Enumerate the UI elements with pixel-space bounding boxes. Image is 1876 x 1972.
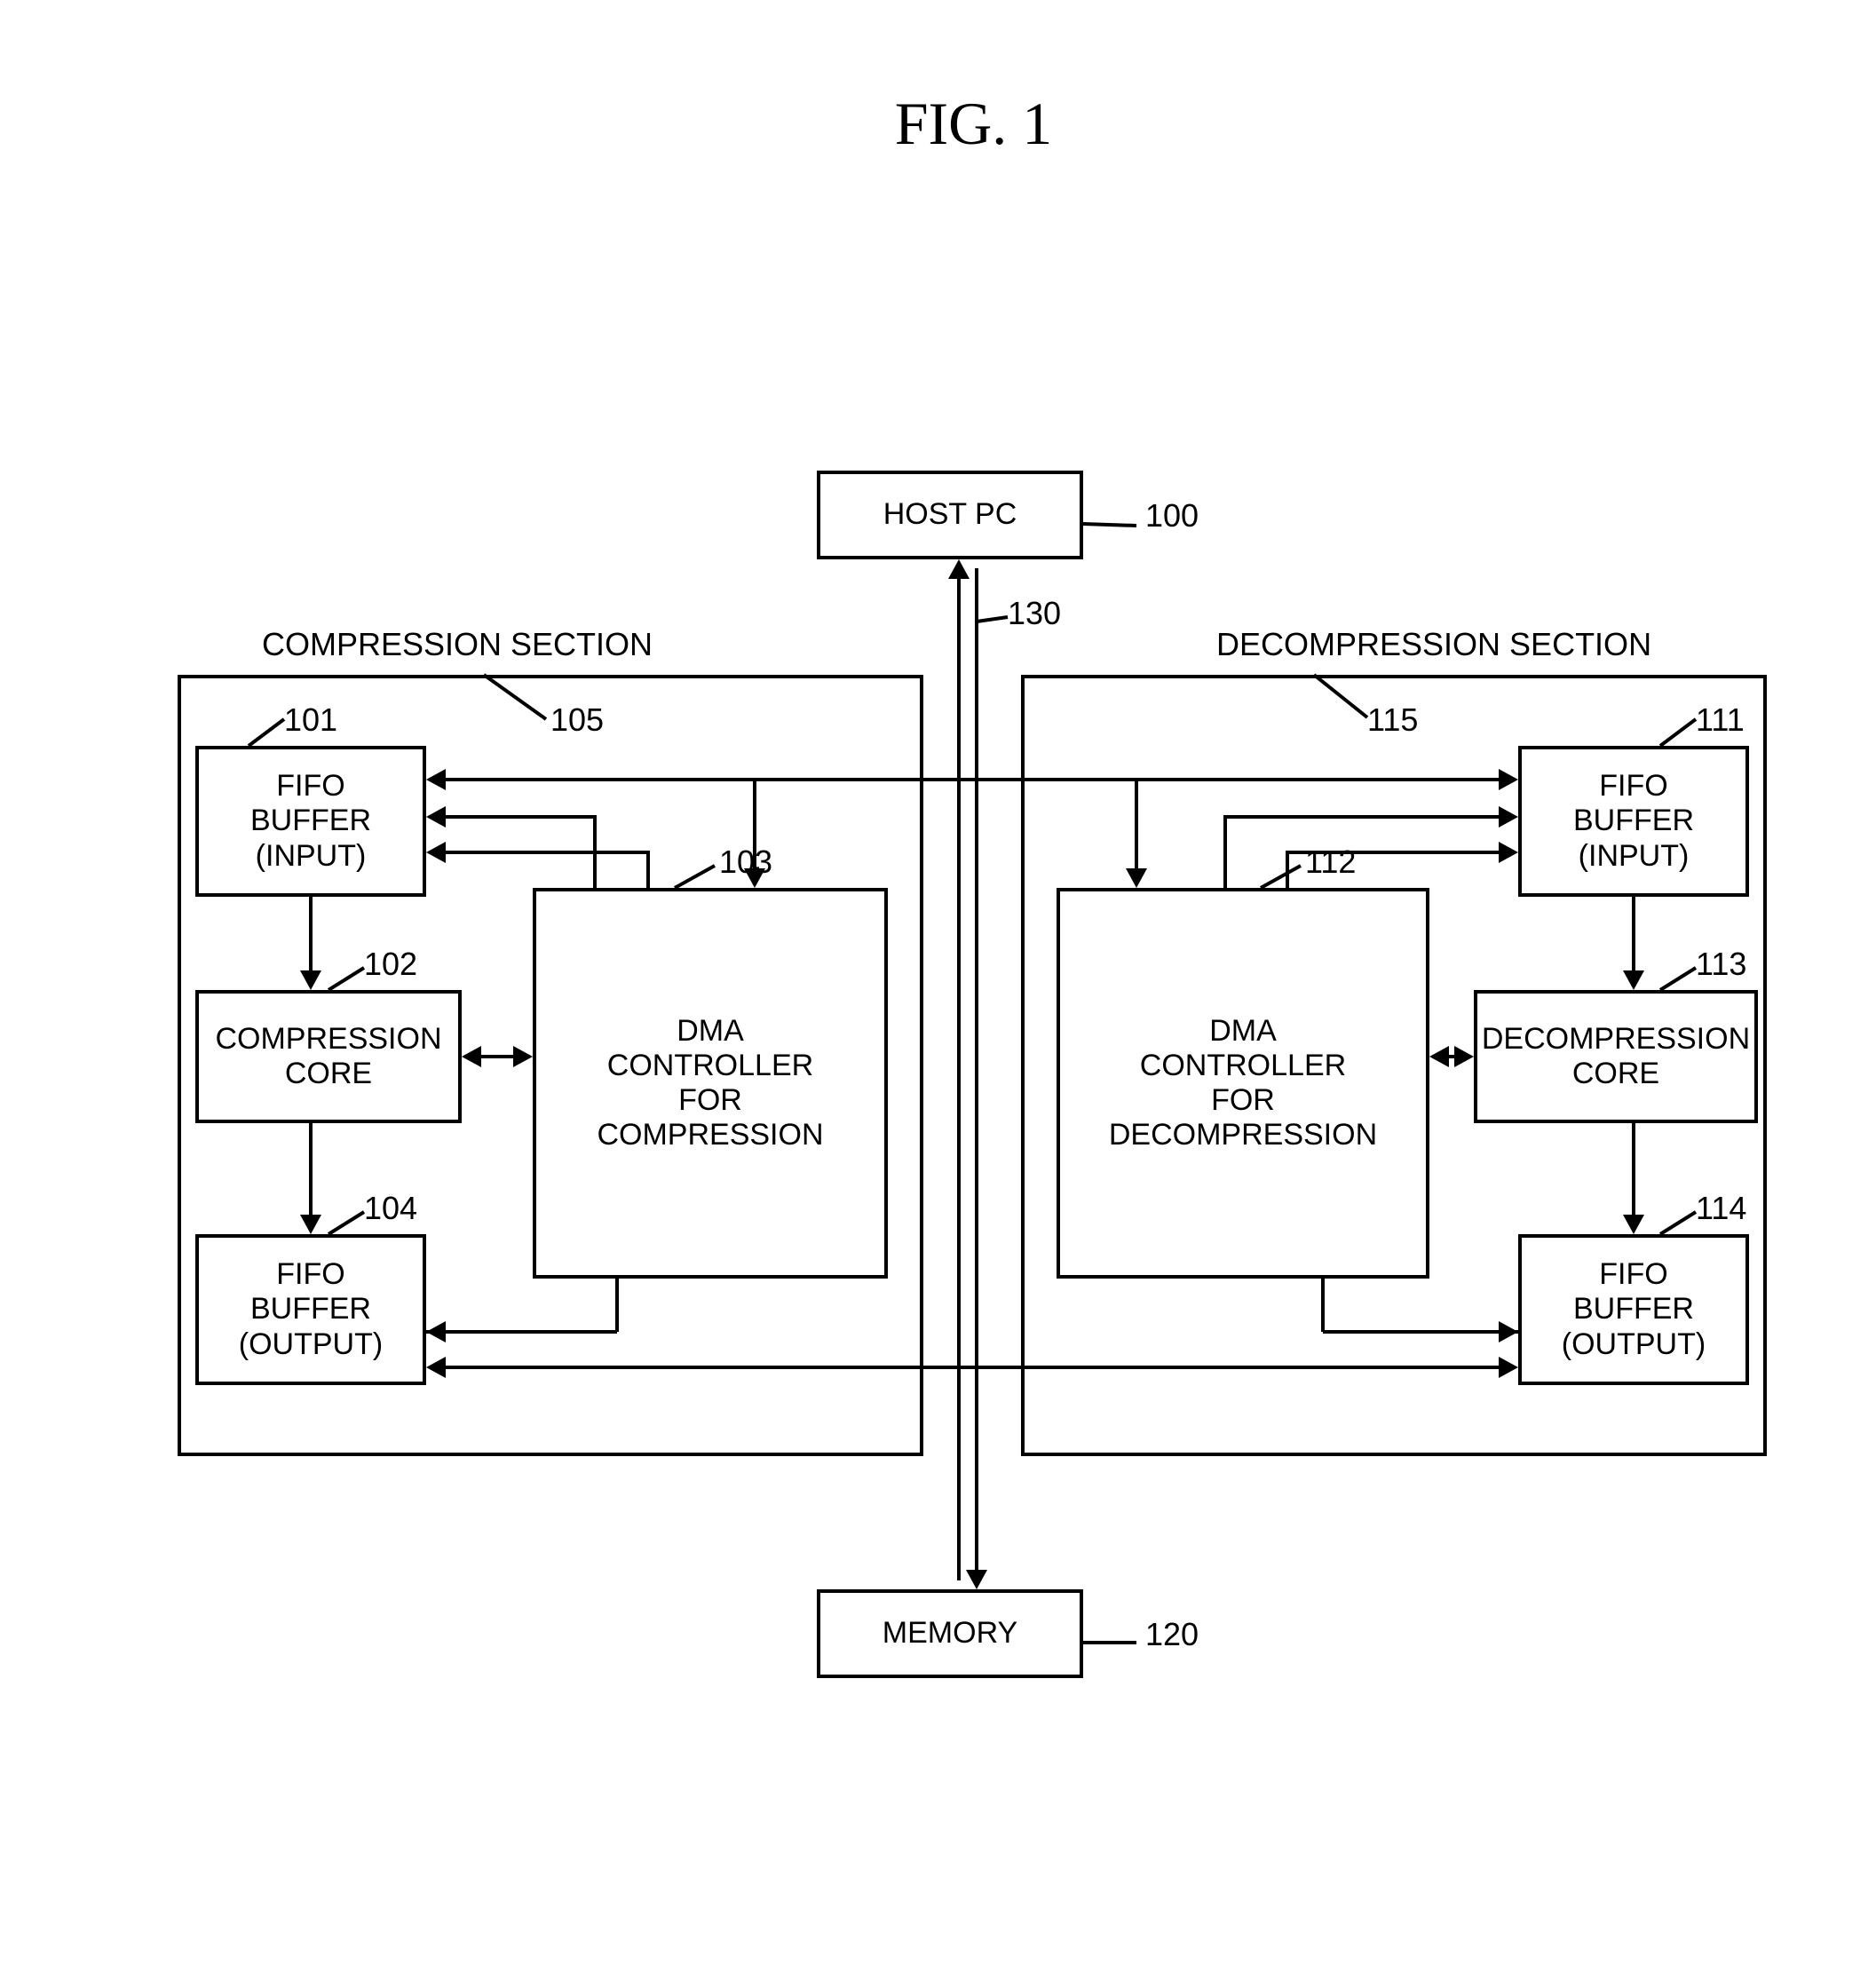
comp-fifo-in-block: FIFO BUFFER (INPUT) xyxy=(195,746,426,897)
diagram-canvas: FIG. 1 HOST PC 100 130 MEMORY 120 xyxy=(36,36,1876,1936)
central-bus xyxy=(939,559,993,1589)
decomp-fifo-out-ref: 114 xyxy=(1696,1190,1746,1227)
comp-fifo-in-ref: 101 xyxy=(284,701,337,739)
figure-title: FIG. 1 xyxy=(36,89,1876,159)
compression-section-title: COMPRESSION SECTION xyxy=(262,626,653,663)
host-pc-ref-leader xyxy=(1083,515,1145,533)
comp-dma-block: DMA CONTROLLER FOR COMPRESSION xyxy=(533,888,888,1279)
decomp-dma-ref: 112 xyxy=(1305,843,1356,881)
memory-ref: 120 xyxy=(1145,1616,1199,1653)
comp-dma-label: DMA CONTROLLER FOR COMPRESSION xyxy=(597,1014,823,1152)
decomp-fifo-in-block: FIFO BUFFER (INPUT) xyxy=(1518,746,1749,897)
comp-fifo-out-label: FIFO BUFFER (OUTPUT) xyxy=(239,1257,383,1361)
bus-ref-leader xyxy=(977,613,1012,630)
compression-section-ref: 105 xyxy=(550,701,604,739)
decomp-dma-block: DMA CONTROLLER FOR DECOMPRESSION xyxy=(1057,888,1429,1279)
host-pc-ref: 100 xyxy=(1145,497,1199,535)
decomp-fifo-in-ref: 111 xyxy=(1696,701,1745,739)
comp-core-ref: 102 xyxy=(364,946,417,983)
decomp-core-label: DECOMPRESSION CORE xyxy=(1482,1022,1750,1091)
memory-ref-leader xyxy=(1083,1634,1145,1651)
bus-ref: 130 xyxy=(1008,595,1061,632)
decompression-section-ref: 115 xyxy=(1367,701,1418,739)
comp-core-label: COMPRESSION CORE xyxy=(215,1022,441,1091)
decomp-fifo-out-block: FIFO BUFFER (OUTPUT) xyxy=(1518,1234,1749,1385)
host-pc-label: HOST PC xyxy=(883,497,1017,532)
decomp-fifo-in-label: FIFO BUFFER (INPUT) xyxy=(1573,769,1694,873)
comp-core-block: COMPRESSION CORE xyxy=(195,990,462,1123)
decomp-core-ref: 113 xyxy=(1696,946,1746,983)
memory-block: MEMORY xyxy=(817,1589,1083,1678)
host-pc-block: HOST PC xyxy=(817,471,1083,559)
comp-fifo-in-label: FIFO BUFFER (INPUT) xyxy=(250,769,371,873)
decomp-dma-label: DMA CONTROLLER FOR DECOMPRESSION xyxy=(1109,1014,1377,1152)
comp-fifo-out-ref: 104 xyxy=(364,1190,417,1227)
decompression-section-title: DECOMPRESSION SECTION xyxy=(1216,626,1651,663)
decomp-core-block: DECOMPRESSION CORE xyxy=(1474,990,1758,1123)
decomp-fifo-out-label: FIFO BUFFER (OUTPUT) xyxy=(1562,1257,1706,1361)
memory-label: MEMORY xyxy=(883,1616,1017,1651)
comp-fifo-out-block: FIFO BUFFER (OUTPUT) xyxy=(195,1234,426,1385)
comp-dma-ref: 103 xyxy=(719,843,772,881)
